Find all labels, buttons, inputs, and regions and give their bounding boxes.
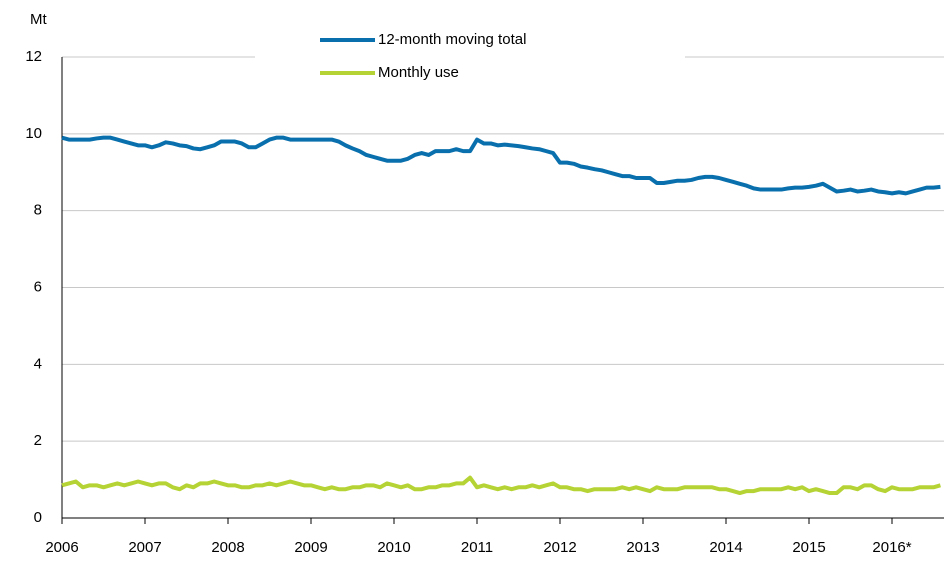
legend-label: 12-month moving total <box>378 31 526 48</box>
x-tick-label: 2008 <box>211 539 244 556</box>
x-tick-label: 2015 <box>792 539 825 556</box>
x-tick-label: 2014 <box>709 539 742 556</box>
y-axis-label: Mt <box>30 11 47 28</box>
y-tick-label: 4 <box>34 355 42 372</box>
x-tick-label: 2012 <box>543 539 576 556</box>
x-tick-label: 2016* <box>872 539 911 556</box>
x-tick-label: 2006 <box>45 539 78 556</box>
legend-background <box>255 25 685 87</box>
series-line <box>61 135 941 196</box>
y-tick-label: 6 <box>34 278 42 295</box>
x-tick-label: 2013 <box>626 539 659 556</box>
y-tick-label: 0 <box>34 509 42 526</box>
y-tick-label: 8 <box>34 202 42 219</box>
legend-label: Monthly use <box>378 64 459 81</box>
series-line <box>61 475 941 496</box>
y-tick-label: 10 <box>25 125 42 142</box>
x-tick-label: 2007 <box>128 539 161 556</box>
x-tick-label: 2009 <box>294 539 327 556</box>
y-tick-label: 2 <box>34 432 42 449</box>
x-tick-label: 2010 <box>377 539 410 556</box>
x-tick-label: 2011 <box>461 539 493 556</box>
y-tick-label: 12 <box>25 48 42 65</box>
